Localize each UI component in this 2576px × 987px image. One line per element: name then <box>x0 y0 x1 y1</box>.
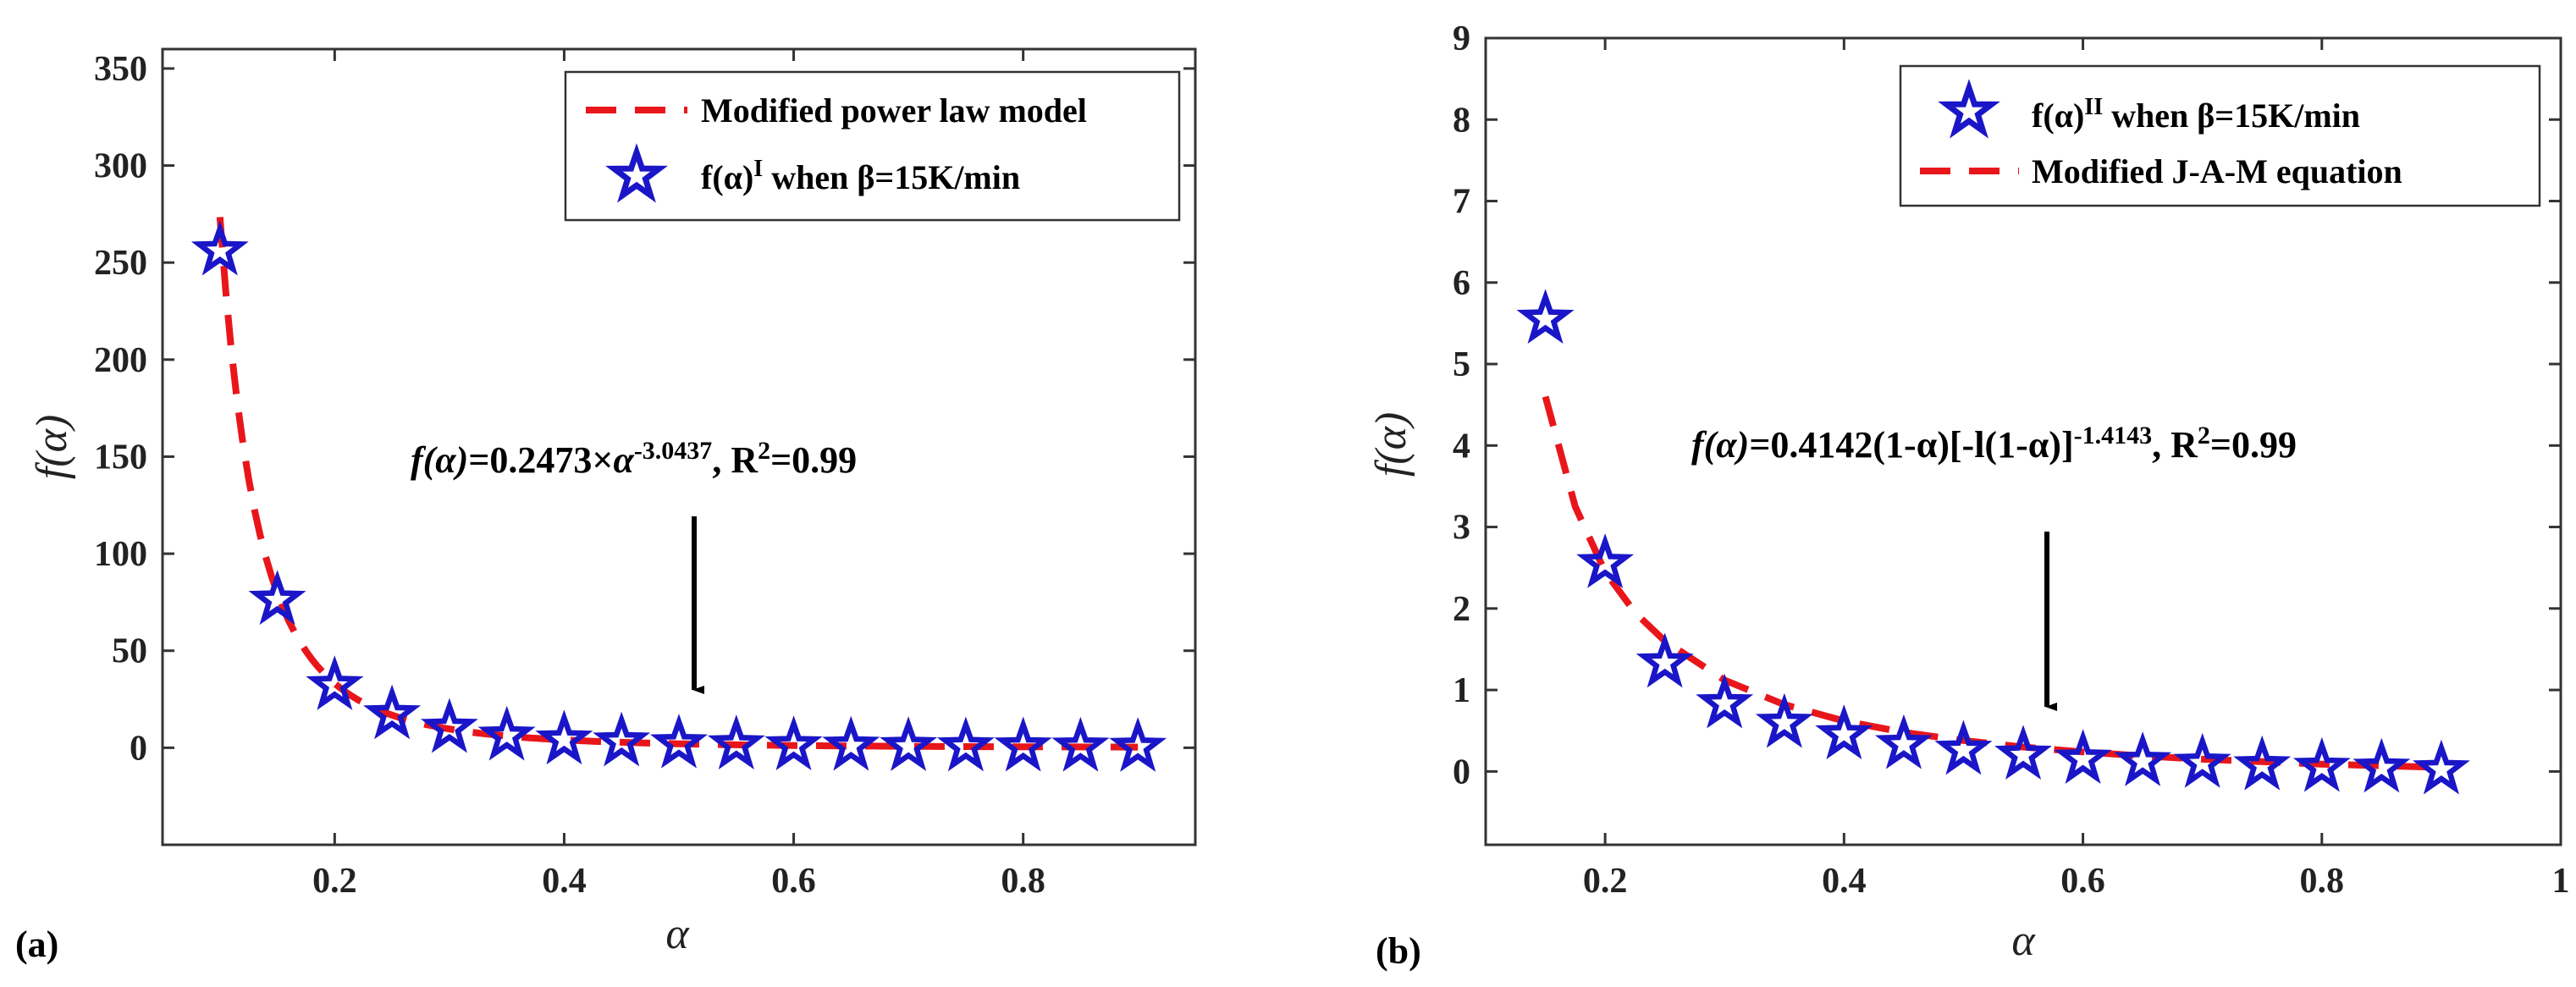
xtick-label-b: 1 <box>2552 862 2570 901</box>
data-point-b <box>1755 692 1813 748</box>
ytick-label-a: 300 <box>94 147 147 186</box>
data-point-b <box>2412 739 2470 795</box>
ytick-label-b: 9 <box>1453 19 1470 58</box>
xlabel-b: α <box>2011 917 2036 965</box>
xtick-label-a: 0.8 <box>1001 862 1045 901</box>
xtick-label-a: 0.4 <box>542 862 587 901</box>
series-layer-b <box>1516 289 2470 795</box>
legend-label-data-b: f(α)II when β=15K/min <box>2032 94 2360 135</box>
data-point-a <box>1109 717 1167 772</box>
ylabel-b: f(α) <box>1367 412 1415 477</box>
equation-a: f(α)=0.2473×α-3.0437, R2=0.99 <box>411 437 857 482</box>
data-point-a <box>936 716 995 772</box>
series-layer-a <box>190 217 1167 772</box>
data-point-a <box>880 716 938 771</box>
data-point-a <box>477 705 536 761</box>
data-point-a <box>994 716 1052 772</box>
ytick-label-b: 3 <box>1453 509 1470 548</box>
legend-label-model-b: Modified J-A-M equation <box>2032 152 2402 190</box>
ytick-label-a: 100 <box>94 535 147 574</box>
legend-label-model-a: Modified power law model <box>701 91 1087 130</box>
data-point-a <box>190 220 249 276</box>
data-point-a <box>764 715 823 771</box>
xlabel-a: α <box>665 910 690 958</box>
ytick-label-a: 350 <box>94 50 147 89</box>
data-point-b <box>2114 731 2172 786</box>
ytick-label-a: 200 <box>94 341 147 380</box>
data-point-a <box>535 709 593 765</box>
data-point-a <box>363 684 422 740</box>
legend-star-swatch-b <box>1938 79 2000 139</box>
ytick-label-b: 0 <box>1453 753 1470 791</box>
panel-b: 0.2 0.4 0.6 0.8 1 0 1 2 3 4 5 6 7 8 9 f(α)II when β=15… <box>1367 19 2570 972</box>
panel-a: 0.2 0.4 0.6 0.8 0 50 100 150 200 250 300 350 Modifi… <box>15 47 1197 965</box>
ytick-label-b: 8 <box>1453 101 1470 140</box>
xtick-label-b: 0.4 <box>1822 862 1867 901</box>
data-point-b <box>2173 732 2231 788</box>
data-point-a <box>593 711 651 767</box>
equation-b: f(α)=0.4142(1-α)[-l(1-α)]-1.4143, R2=0.9… <box>1691 422 2297 466</box>
data-point-b <box>2292 736 2351 792</box>
model-curve-a <box>216 217 1139 751</box>
data-point-b <box>2353 737 2411 793</box>
legend-box-a <box>564 70 1181 222</box>
data-point-b <box>1636 632 1694 688</box>
data-point-b <box>1934 720 1993 775</box>
data-point-a <box>248 570 306 626</box>
data-point-b <box>2233 735 2292 791</box>
data-point-a <box>650 714 708 769</box>
ytick-label-a: 250 <box>94 244 147 283</box>
model-curve-b <box>1542 395 2442 771</box>
legend-star-swatch-a <box>605 143 668 203</box>
panel-label-b: (b) <box>1376 930 1421 972</box>
data-point-a <box>707 714 765 769</box>
ytick-label-b: 7 <box>1453 183 1470 222</box>
xtick-label-b: 0.2 <box>1583 862 1628 901</box>
ylabel-a: f(α) <box>28 415 76 479</box>
data-point-b <box>1516 289 1575 345</box>
legend-b: f(α)II when β=15K/min Modified J-A-M equ… <box>1899 64 2541 207</box>
xtick-label-a: 0.6 <box>771 862 816 901</box>
data-point-a <box>420 698 478 753</box>
ytick-label-a: 0 <box>130 729 147 768</box>
ytick-label-a: 50 <box>112 632 147 671</box>
panel-label-a: (a) <box>15 924 58 965</box>
legend-a: Modified power law model f(α)I when β=15… <box>564 70 1181 222</box>
ytick-label-b: 6 <box>1453 264 1470 303</box>
data-point-b <box>1815 704 1873 760</box>
data-point-b <box>1696 673 1754 729</box>
ytick-label-b: 5 <box>1453 345 1470 384</box>
legend-box-b <box>1899 64 2541 207</box>
data-point-a <box>306 655 364 710</box>
data-point-b <box>1994 725 2052 780</box>
legend-label-data-a: f(α)I when β=15K/min <box>701 156 1020 197</box>
data-point-a <box>822 715 880 771</box>
axis-ticks-b: 0.2 0.4 0.6 0.8 1 0 1 2 3 4 5 6 7 8 9 <box>1453 19 2570 901</box>
data-point-b <box>1576 533 1635 588</box>
xtick-label-b: 0.6 <box>2060 862 2105 901</box>
ytick-label-b: 4 <box>1453 427 1470 466</box>
xtick-label-b: 0.8 <box>2300 862 2345 901</box>
ytick-label-a: 150 <box>94 438 147 477</box>
data-point-a <box>1051 716 1110 772</box>
xtick-label-a: 0.2 <box>312 862 357 901</box>
ytick-label-b: 2 <box>1453 590 1470 629</box>
axis-ticks-a: 0.2 0.4 0.6 0.8 0 50 100 150 200 250 300 350 <box>94 49 1195 901</box>
data-point-b <box>2054 729 2112 784</box>
ytick-label-b: 1 <box>1453 671 1470 710</box>
data-point-b <box>1874 714 1933 769</box>
